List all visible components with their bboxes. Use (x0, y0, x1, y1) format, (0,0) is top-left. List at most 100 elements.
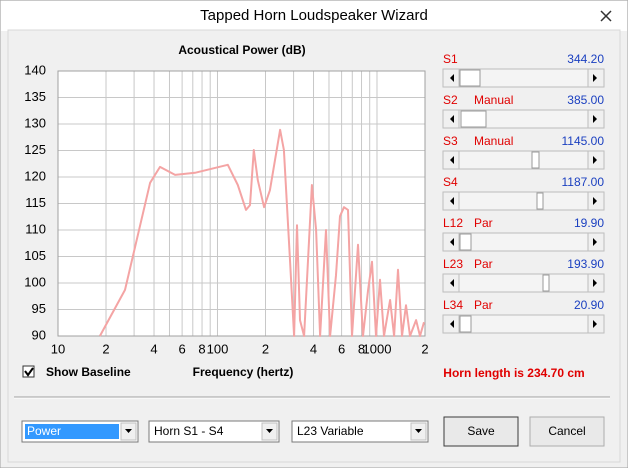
y-tick-label: 115 (25, 195, 46, 210)
slider-mode: Manual (474, 134, 513, 148)
slider-value: 385.00 (567, 93, 604, 107)
slider-value: 1187.00 (562, 175, 605, 189)
y-tick-label: 140 (24, 62, 46, 77)
arrow-right (593, 197, 597, 205)
slider-mode: Manual (474, 93, 513, 107)
close-button[interactable] (600, 10, 612, 22)
y-tick-label: 125 (24, 142, 46, 157)
x-tick-label: 2 (262, 341, 269, 356)
slider-thumb[interactable] (460, 110, 487, 128)
status-text: Horn length is 234.70 cm (443, 366, 584, 380)
slider-value: 344.20 (567, 52, 604, 66)
button-face[interactable] (443, 416, 519, 447)
slider-thumb[interactable] (542, 274, 550, 292)
dropdown-box[interactable] (148, 420, 280, 443)
arrow-right (593, 320, 597, 328)
button[interactable]: Cancel (529, 416, 605, 447)
arrow-right (593, 238, 597, 246)
checkbox-label[interactable]: Show Baseline (46, 365, 131, 379)
dropdown[interactable]: Power (21, 420, 139, 443)
x-tick-label: 1000 (363, 341, 392, 356)
arrow-left (450, 74, 454, 82)
x-tick-label: 2 (102, 341, 109, 356)
dropdown[interactable]: L23 Variable (291, 420, 429, 443)
button[interactable]: Save (443, 416, 519, 447)
slider-mode: Par (474, 216, 493, 230)
dropdown-arrow (125, 429, 132, 433)
x-axis-label: Frequency (hertz) (193, 365, 294, 379)
x-tick-label: 10 (51, 341, 65, 356)
slider-label: L34 (443, 298, 463, 312)
arrow-left (450, 279, 454, 287)
slider-value: 19.90 (574, 216, 604, 230)
slider-thumb[interactable] (459, 233, 472, 251)
x-tick-label: 4 (150, 341, 157, 356)
dropdown-arrow (415, 429, 422, 433)
slider-label: L23 (443, 257, 463, 271)
arrow-right (593, 74, 597, 82)
dropdown-text[interactable]: Power (27, 424, 61, 438)
slider[interactable] (442, 150, 605, 170)
slider-thumb[interactable] (459, 315, 472, 333)
y-tick-label: 90 (32, 327, 46, 342)
slider-track[interactable] (442, 273, 605, 293)
dropdown-arrow (266, 429, 273, 433)
plot-border (57, 70, 426, 337)
slider-mode: Par (474, 257, 493, 271)
x-tick-label: 6 (338, 341, 345, 356)
slider-label: L12 (443, 216, 463, 230)
y-tick-label: 130 (24, 115, 46, 130)
y-tick-label: 95 (32, 301, 46, 316)
slider[interactable] (442, 273, 605, 293)
button-text[interactable]: Save (467, 424, 495, 438)
slider[interactable] (442, 232, 605, 252)
slider-value: 20.90 (574, 298, 604, 312)
slider-label: S3 (443, 134, 458, 148)
x-tick-label: 8 (198, 341, 205, 356)
dropdown-box[interactable] (291, 420, 429, 443)
slider[interactable] (442, 68, 605, 88)
x-tick-label: 2 (421, 341, 428, 356)
slider[interactable] (442, 314, 605, 334)
y-tick-label: 120 (24, 168, 46, 183)
slider-value: 193.90 (567, 257, 604, 271)
title-bar (1, 1, 627, 31)
arrow-right (593, 279, 597, 287)
slider-track[interactable] (442, 191, 605, 211)
x-tick-label: 4 (310, 341, 317, 356)
slider-mode: Par (474, 298, 493, 312)
slider[interactable] (442, 109, 605, 129)
arrow-right (593, 156, 597, 164)
dropdown-text[interactable]: Horn S1 - S4 (154, 424, 224, 438)
y-tick-label: 135 (24, 89, 46, 104)
arrow-right (593, 115, 597, 123)
arrow-left (450, 320, 454, 328)
arrow-left (450, 238, 454, 246)
dropdown-text[interactable]: L23 Variable (297, 424, 364, 438)
selection-highlight (25, 424, 119, 439)
x-tick-label: 6 (178, 341, 185, 356)
slider-thumb[interactable] (459, 69, 481, 87)
y-tick-label: 110 (25, 221, 46, 236)
slider-value: 1145.00 (562, 134, 605, 148)
chart-title: Acoustical Power (dB) (178, 43, 305, 57)
arrow-left (450, 115, 454, 123)
x-tick-label: 100 (207, 341, 229, 356)
check-mark (24, 367, 34, 377)
slider-label: S4 (443, 175, 458, 189)
y-tick-label: 100 (24, 274, 46, 289)
baseline-checkbox[interactable] (22, 365, 35, 378)
dropdown[interactable]: Horn S1 - S4 (148, 420, 280, 443)
data-line (99, 128, 425, 337)
slider-label: S1 (443, 52, 458, 66)
slider-thumb[interactable] (536, 192, 544, 210)
button-text[interactable]: Cancel (548, 424, 585, 438)
button-face[interactable] (529, 416, 605, 447)
slider-track[interactable] (442, 150, 605, 170)
y-tick-label: 105 (24, 248, 46, 263)
window-title: Tapped Horn Loudspeaker Wizard (200, 7, 428, 24)
slider-thumb[interactable] (531, 151, 540, 169)
slider[interactable] (442, 191, 605, 211)
arrow-left (450, 197, 454, 205)
